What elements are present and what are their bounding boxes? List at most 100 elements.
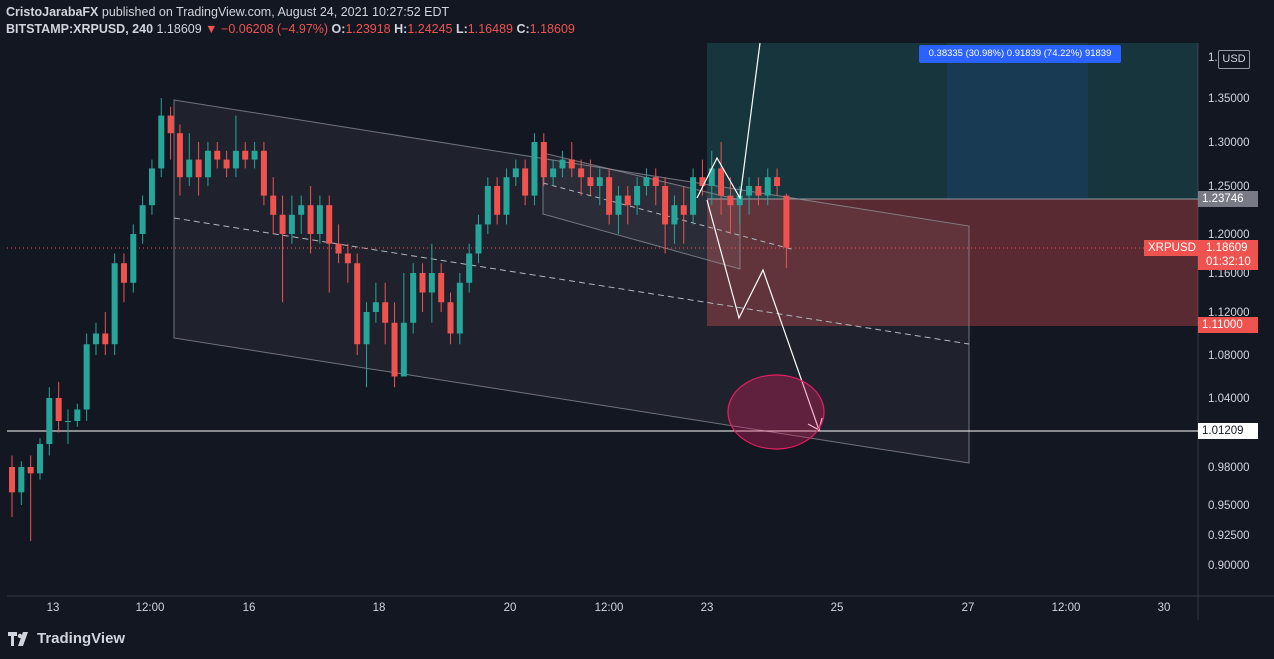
candle-body (764, 177, 771, 196)
candle-body (176, 133, 183, 178)
candle-body (111, 263, 118, 345)
symbol-interval[interactable]: BITSTAMP:XRPUSD, 240 (6, 22, 154, 36)
candle-body (55, 398, 62, 421)
candle-body (456, 282, 463, 334)
y-tick-label: 1.35000 (1208, 93, 1250, 105)
candle-body (260, 150, 267, 196)
channel-midline (173, 217, 970, 345)
target-zone (707, 43, 1198, 199)
x-tick-label: 18 (373, 602, 386, 614)
candle-body (279, 214, 286, 234)
candle-body (195, 159, 202, 178)
candle-body (27, 467, 34, 474)
candle-body (522, 168, 529, 196)
y-tick-label: 1.04000 (1208, 393, 1250, 405)
candle-body (587, 177, 594, 186)
candle-body (400, 322, 407, 377)
current-price-tag: 1.18609 01:32:10 (1198, 240, 1258, 270)
candle-body (139, 205, 146, 234)
candle-body (643, 177, 650, 186)
candle-body (120, 263, 127, 283)
target-ellipse (727, 374, 825, 450)
bar-countdown: 01:32:10 (1206, 256, 1251, 268)
y-tick-label: 0.98000 (1208, 462, 1250, 474)
bearish-path (706, 199, 820, 431)
candle-body (438, 273, 445, 303)
x-tick-label: 20 (504, 602, 517, 614)
candle-body (36, 444, 43, 474)
candle-body (559, 159, 566, 169)
candle-body (774, 177, 781, 186)
x-tick-label: 23 (701, 602, 714, 614)
y-tick-label: 0.95000 (1208, 500, 1250, 512)
candle-body (690, 177, 697, 215)
candle-body (326, 205, 333, 244)
candle-body (428, 273, 435, 293)
candle-body (475, 224, 482, 254)
x-tick-label: 12:00 (595, 602, 624, 614)
tradingview-logo-icon (8, 631, 28, 646)
bullish-path (696, 42, 761, 200)
support-price-label: 1.01209 (1198, 423, 1258, 439)
candle-body (606, 177, 613, 215)
candle-body (18, 467, 25, 493)
measure-label: 0.38335 (30.98%) 0.91839 (74.22%) 91839 (919, 45, 1121, 63)
candle-body (92, 333, 99, 345)
candle-body (447, 302, 454, 334)
arrow-head-icon (807, 417, 823, 431)
high-value: 1.24245 (407, 22, 453, 36)
candle-body (335, 243, 342, 254)
candle-body (74, 409, 81, 421)
current-price-value: 1.18609 (1206, 242, 1248, 254)
candle-body (344, 253, 351, 264)
low-label: L: (455, 22, 468, 36)
candle-body (102, 333, 109, 345)
tradingview-logo-text: TradingView (37, 630, 126, 647)
low-value: 1.16489 (467, 22, 513, 36)
candle-body (531, 142, 538, 196)
high-label: H: (394, 22, 408, 36)
candle-body (746, 186, 753, 196)
price-change: −0.06208 (−4.97%) (221, 22, 329, 36)
tradingview-logo[interactable]: TradingView (8, 630, 125, 647)
candle-body (708, 168, 715, 186)
publish-info: published on TradingView.com, August 24,… (101, 5, 450, 19)
x-tick-label: 12:00 (1052, 602, 1081, 614)
y-tick-label: 1.30000 (1208, 137, 1250, 149)
publish-line: CristoJarabaFX published on TradingView.… (6, 3, 906, 21)
candle-body (316, 205, 323, 234)
candle-body (270, 195, 277, 215)
x-tick-label: 16 (243, 602, 256, 614)
y-tick-label: 1.25000 (1208, 181, 1250, 193)
candle-body (503, 177, 510, 215)
candle-body (727, 195, 734, 206)
author-name[interactable]: CristoJarabaFX (6, 5, 99, 19)
down-arrow-icon: ▼ (205, 22, 218, 36)
candle-body (307, 205, 314, 234)
candle-body (596, 177, 603, 186)
y-tick-label: 1.16000 (1208, 268, 1250, 280)
candle-body (391, 322, 398, 377)
candle-body (204, 150, 211, 178)
candle-body (9, 467, 15, 493)
candle-body (578, 168, 585, 178)
candle-body (186, 159, 193, 178)
candle-body (372, 302, 379, 312)
candle-body (223, 159, 230, 169)
candle-body (410, 273, 417, 323)
candle-body (64, 421, 71, 422)
x-tick-label: 30 (1158, 602, 1171, 614)
candle-body (783, 195, 790, 248)
candle-body (242, 150, 249, 160)
candle-body (615, 195, 622, 215)
y-tick-label: 0.92500 (1208, 530, 1250, 542)
x-tick-label: 27 (962, 602, 975, 614)
open-value: 1.23918 (345, 22, 391, 36)
candle-body (540, 142, 547, 178)
candle-body (484, 186, 491, 225)
candle-body (466, 253, 473, 283)
candle-body (419, 273, 426, 293)
currency-button[interactable]: USD (1218, 50, 1250, 69)
candle-body (251, 150, 258, 160)
